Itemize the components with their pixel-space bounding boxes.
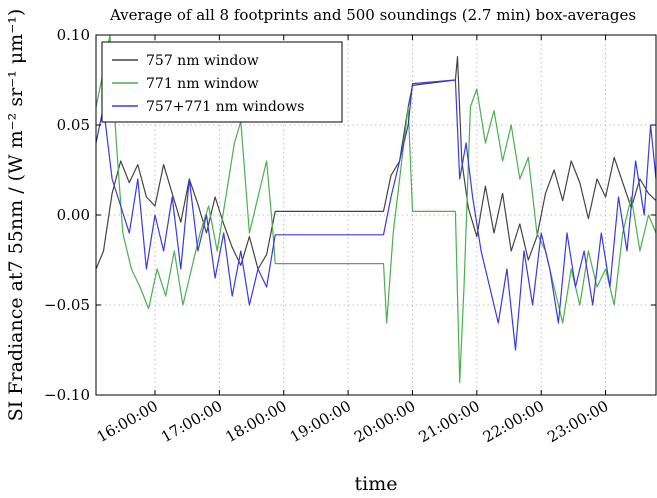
series-line-3 [95, 79, 657, 351]
x-axis-label: time [355, 473, 398, 495]
y-tick-label: −0.10 [44, 386, 90, 404]
series-lines [95, 34, 657, 383]
legend-box [101, 41, 343, 123]
x-tick-label: 19:00:00 [287, 397, 354, 446]
y-tick-label: −0.05 [44, 296, 90, 314]
x-tick-label: 17:00:00 [158, 397, 225, 446]
x-tick-label: 22:00:00 [480, 397, 547, 446]
x-tick-label: 23:00:00 [544, 397, 611, 446]
legend-label: 771 nm window [146, 76, 259, 92]
x-tick-label: 18:00:00 [222, 397, 289, 446]
chart-title: Average of all 8 footprints and 500 soun… [109, 6, 636, 24]
y-axis-label: SI Fradiance at7 55nm / (W m⁻² sr⁻¹ μm⁻¹… [5, 9, 27, 422]
legend: 757 nm window 771 nm window 757+771 nm win… [101, 41, 343, 123]
y-tick-label: 0.00 [57, 206, 90, 224]
x-tick-label: 21:00:00 [415, 397, 482, 446]
x-tick-label: 16:00:00 [94, 397, 161, 446]
legend-label: 757 nm window [146, 53, 259, 69]
legend-label: 757+771 nm windows [146, 99, 304, 115]
y-tick-label: 0.10 [57, 26, 90, 44]
x-tick-label: 20:00:00 [351, 397, 418, 446]
y-tick-label: 0.05 [57, 116, 90, 134]
